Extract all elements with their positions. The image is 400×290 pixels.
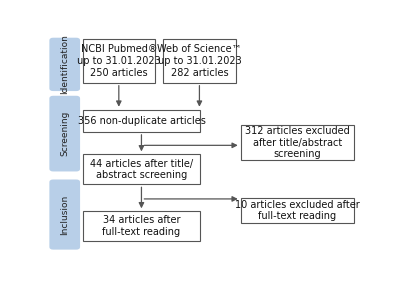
FancyBboxPatch shape — [49, 96, 80, 171]
FancyBboxPatch shape — [82, 211, 200, 241]
FancyBboxPatch shape — [241, 125, 354, 160]
Text: Inclusion: Inclusion — [60, 194, 69, 235]
Text: 312 articles excluded
after title/abstract
screening: 312 articles excluded after title/abstra… — [245, 126, 350, 159]
Text: Web of Science™
up to 31.01.2023
282 articles: Web of Science™ up to 31.01.2023 282 art… — [157, 44, 242, 78]
Text: NCBI Pubmed®
up to 31.01.2023
250 articles: NCBI Pubmed® up to 31.01.2023 250 articl… — [77, 44, 161, 78]
Text: 10 articles excluded after
full-text reading: 10 articles excluded after full-text rea… — [235, 200, 360, 222]
Text: 34 articles after
full-text reading: 34 articles after full-text reading — [102, 215, 180, 237]
FancyBboxPatch shape — [163, 39, 236, 83]
FancyBboxPatch shape — [82, 154, 200, 184]
Text: 44 articles after title/
abstract screening: 44 articles after title/ abstract screen… — [90, 159, 193, 180]
Text: Identification: Identification — [60, 35, 69, 94]
FancyBboxPatch shape — [241, 198, 354, 224]
FancyBboxPatch shape — [82, 110, 200, 132]
Text: 356 non-duplicate articles: 356 non-duplicate articles — [78, 116, 205, 126]
FancyBboxPatch shape — [82, 39, 155, 83]
Text: Screening: Screening — [60, 111, 69, 156]
FancyBboxPatch shape — [49, 180, 80, 250]
FancyBboxPatch shape — [49, 38, 80, 91]
